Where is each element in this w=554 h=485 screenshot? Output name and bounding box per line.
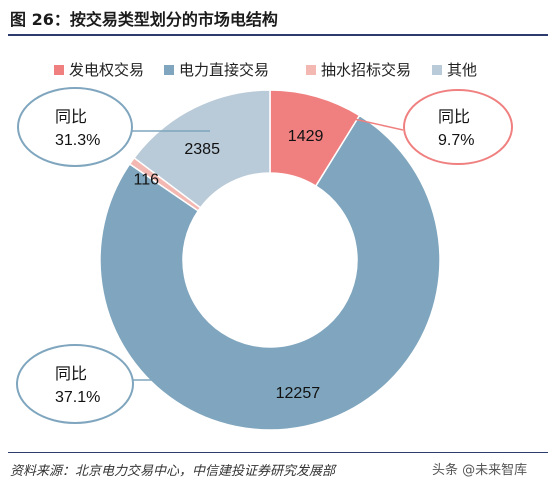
callout-label: 同比 bbox=[55, 364, 87, 383]
title-bar: 图 26：按交易类型划分的市场电结构 bbox=[0, 0, 554, 36]
value-label: 2385 bbox=[184, 141, 220, 158]
callout-bubble bbox=[17, 87, 133, 167]
watermark: 头条 @未来智库 bbox=[432, 463, 528, 478]
chart-title: 图 26：按交易类型划分的市场电结构 bbox=[10, 10, 278, 29]
callout-bubble bbox=[16, 344, 134, 424]
callout-connector bbox=[344, 116, 404, 131]
legend-label: 电力直接交易 bbox=[179, 61, 269, 79]
source-divider bbox=[8, 452, 548, 453]
callout-value: 9.7% bbox=[438, 132, 474, 149]
callout-connectors bbox=[132, 116, 404, 381]
callout-label: 同比 bbox=[55, 107, 87, 126]
value-label: 1429 bbox=[288, 128, 324, 145]
value-label: 116 bbox=[134, 171, 160, 188]
value-labels: 1429 12257 116 2385 bbox=[134, 128, 324, 402]
callouts: 同比 9.7% 同比 31.3% 同比 37.1% bbox=[16, 87, 513, 424]
donut-slice bbox=[99, 114, 441, 431]
donut-chart: 发电权交易 电力直接交易 抽水招标交易 其他 同比 9.7% 同比 31.3% 同比 37.1%… bbox=[16, 61, 513, 431]
legend-swatch bbox=[54, 65, 64, 75]
donut-slice bbox=[133, 89, 271, 209]
callout-label: 同比 bbox=[438, 107, 470, 126]
value-label: 12257 bbox=[276, 385, 321, 402]
legend-label: 发电权交易 bbox=[69, 61, 144, 79]
legend: 发电权交易 电力直接交易 抽水招标交易 其他 bbox=[54, 61, 477, 79]
legend-label: 抽水招标交易 bbox=[321, 61, 411, 79]
source-bar: 资料来源：北京电力交易中心，中信建投证券研究发展部 头条 @未来智库 bbox=[0, 452, 554, 485]
title-divider bbox=[8, 34, 548, 36]
legend-swatch bbox=[306, 65, 316, 75]
legend-swatch bbox=[432, 65, 442, 75]
callout-bubble bbox=[403, 89, 513, 165]
legend-label: 其他 bbox=[447, 61, 477, 79]
donut-slices bbox=[99, 89, 441, 431]
legend-swatch bbox=[164, 65, 174, 75]
callout-value: 31.3% bbox=[55, 132, 100, 149]
source-note: 资料来源：北京电力交易中心，中信建投证券研究发展部 bbox=[10, 464, 336, 479]
callout-value: 37.1% bbox=[55, 389, 100, 406]
